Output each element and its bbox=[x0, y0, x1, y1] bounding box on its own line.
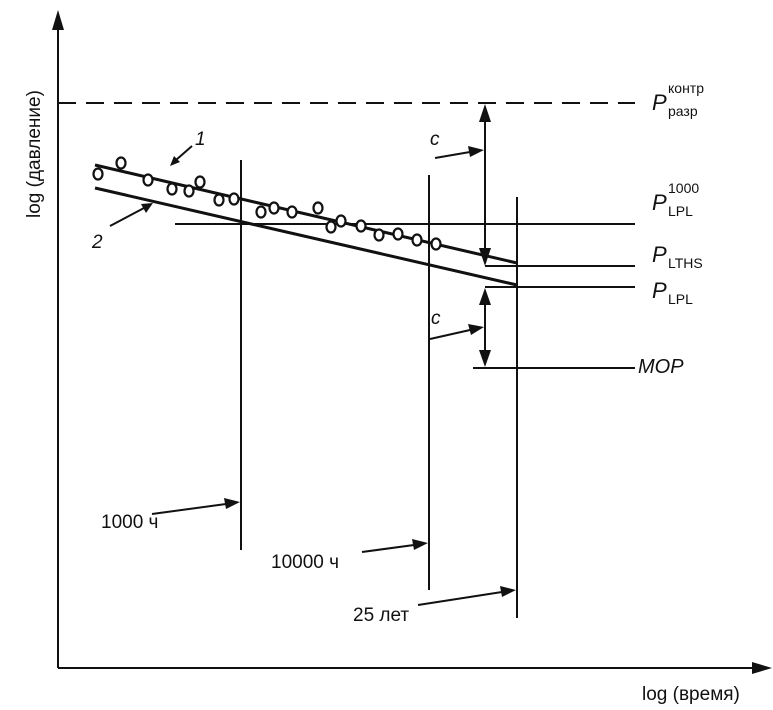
data-point bbox=[268, 201, 280, 215]
data-point bbox=[325, 220, 337, 234]
curve-2-leader-head bbox=[141, 203, 153, 213]
p-lpl-1000-sup: 1000 bbox=[668, 180, 699, 196]
data-point bbox=[183, 184, 195, 198]
p-lpl-1000-sub: LPL bbox=[668, 203, 693, 219]
y-axis-title: log (давление) bbox=[24, 90, 45, 218]
data-point bbox=[194, 175, 206, 189]
p-lpl-base: P bbox=[652, 278, 667, 303]
p-lpl-label: P LPL bbox=[652, 278, 693, 307]
c-bottom-leader-head bbox=[468, 324, 484, 335]
data-point bbox=[213, 193, 225, 207]
data-point bbox=[392, 227, 404, 241]
curve-2-leader bbox=[109, 207, 145, 227]
data-point bbox=[373, 228, 385, 242]
p-lths-label: P LTHS bbox=[652, 242, 703, 271]
c-top-leader bbox=[434, 151, 471, 159]
x-axis-arrowhead bbox=[752, 662, 772, 674]
curve-1-leader bbox=[175, 145, 193, 161]
c-top-leader-head bbox=[468, 146, 484, 157]
data-point bbox=[166, 182, 178, 196]
range-arrow-lower-head-bottom bbox=[479, 350, 491, 367]
data-points bbox=[92, 156, 442, 251]
range-arrow-lower-head-top bbox=[479, 288, 491, 305]
t-1000-label: 1000 ч bbox=[101, 512, 158, 533]
curve-2-line bbox=[94, 186, 518, 287]
range-arrow-upper-head-bottom bbox=[479, 248, 491, 266]
curve-1-label: 1 bbox=[195, 129, 206, 150]
data-point bbox=[228, 192, 240, 206]
t-1000-leader bbox=[151, 503, 227, 515]
t-10000-leader bbox=[361, 544, 415, 553]
t-1000-leader-head bbox=[224, 498, 240, 509]
data-point bbox=[335, 214, 347, 228]
t-10000-leader-head bbox=[412, 539, 428, 550]
y-axis-arrowhead bbox=[52, 10, 64, 30]
data-point bbox=[355, 219, 367, 233]
p-lths-base: P bbox=[652, 242, 667, 267]
data-point bbox=[92, 167, 104, 181]
p-lpl-1000-base: P bbox=[652, 190, 667, 215]
data-point bbox=[286, 205, 298, 219]
p-lpl-sub: LPL bbox=[668, 291, 693, 307]
p-razr-base: P bbox=[652, 90, 667, 115]
x-axis-title: log (время) bbox=[642, 684, 740, 705]
t-25-leader-head bbox=[500, 586, 516, 597]
data-point bbox=[142, 173, 154, 187]
c-bottom-leader bbox=[429, 329, 471, 340]
c-bottom-label: c bbox=[431, 308, 441, 329]
mop-label: MOP bbox=[638, 356, 684, 378]
curve-1-line bbox=[94, 163, 518, 265]
p-razr-label: P контр разр bbox=[652, 80, 704, 119]
c-top-label: c bbox=[430, 129, 440, 150]
data-point bbox=[411, 233, 423, 247]
curve-1-leader-head bbox=[170, 156, 180, 166]
t-25-label: 25 лет bbox=[353, 605, 409, 626]
p-razr-sup: контр bbox=[668, 80, 704, 96]
p-lths-sub: LTHS bbox=[668, 255, 703, 271]
data-point bbox=[312, 201, 324, 215]
curve-2-label: 2 bbox=[91, 232, 103, 253]
range-arrow-upper-head-top bbox=[479, 104, 491, 122]
t-25-leader bbox=[417, 591, 503, 606]
data-point bbox=[430, 237, 442, 251]
data-point bbox=[115, 156, 127, 170]
p-lpl-1000-label: P 1000 LPL bbox=[652, 180, 699, 219]
data-point bbox=[255, 205, 267, 219]
p-razr-sub: разр bbox=[668, 103, 698, 119]
t-10000-label: 10000 ч bbox=[271, 552, 339, 573]
